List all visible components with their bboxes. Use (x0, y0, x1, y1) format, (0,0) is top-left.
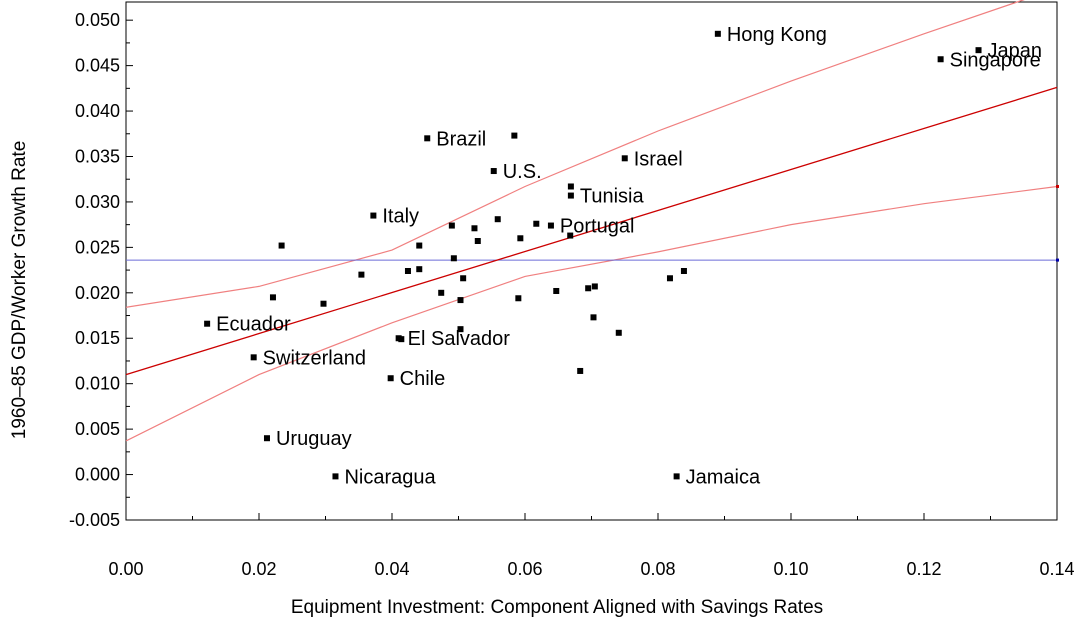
plot-frame (125, 1, 1058, 521)
data-point (547, 222, 554, 229)
data-point (387, 375, 394, 382)
ci-end-marker (1056, 184, 1059, 188)
data-point (591, 283, 598, 290)
x-tick-label: 0.10 (773, 559, 808, 579)
data-point (398, 336, 405, 343)
data-points (204, 30, 982, 480)
y-tick-label: 0.045 (75, 56, 120, 76)
data-point (533, 220, 540, 227)
y-tick-label: 0.030 (75, 192, 120, 212)
data-point (370, 212, 377, 219)
fit-line (125, 86, 1058, 376)
data-point (416, 242, 423, 249)
data-point (320, 300, 327, 307)
data-point (490, 168, 497, 175)
data-point (673, 473, 680, 480)
point-label: Israel (634, 148, 683, 170)
data-point (621, 155, 628, 162)
ci-lower-line (125, 185, 1058, 442)
data-point (517, 235, 524, 242)
point-label: Singapore (950, 49, 1041, 71)
data-point (511, 132, 518, 139)
point-label: Ecuador (216, 314, 291, 336)
data-point (615, 329, 622, 336)
point-label: Nicaragua (344, 466, 436, 488)
y-axis-title: 1960–85 GDP/Worker Growth Rate (9, 141, 30, 440)
point-label: Hong Kong (727, 24, 827, 46)
y-tick-label: 0.040 (75, 101, 120, 121)
x-tick-label: 0.06 (507, 559, 542, 579)
data-point (553, 287, 560, 294)
data-point (457, 326, 464, 333)
y-tick-label: 0.050 (75, 10, 120, 30)
point-label: Uruguay (276, 428, 352, 450)
data-point (204, 320, 211, 327)
x-axis-title: Equipment Investment: Component Aligned … (291, 597, 823, 618)
point-label: El Salvador (408, 328, 511, 350)
ci-upper-line (125, 0, 1025, 308)
y-tick-label: 0.035 (75, 146, 120, 166)
fit-line-group (125, 86, 1059, 376)
point-label: Switzerland (263, 347, 366, 369)
data-point (567, 192, 574, 199)
data-point (269, 294, 276, 301)
data-point (438, 289, 445, 296)
data-point (471, 225, 478, 232)
point-label: Chile (400, 368, 446, 390)
point-label: Brazil (436, 128, 486, 150)
x-tick-label: 0.02 (241, 559, 276, 579)
point-label: Japan (988, 40, 1043, 62)
data-point (567, 232, 574, 239)
confidence-bands (125, 0, 1058, 442)
y-tick-label: 0.005 (75, 419, 120, 439)
data-point (457, 297, 464, 304)
point-label: Italy (382, 206, 419, 228)
data-point (424, 135, 431, 142)
data-point (515, 295, 522, 302)
data-point (404, 267, 411, 274)
y-tick-label: 0.015 (75, 328, 120, 348)
data-point (448, 222, 455, 229)
data-point (416, 266, 423, 273)
y-tick-label: -0.005 (69, 510, 120, 530)
data-point (714, 30, 721, 37)
mean-line-group (126, 258, 1059, 262)
y-axis: -0.005 0.000 0.005 0.010 0.015 0.020 0.025 0.03… (69, 10, 133, 530)
data-point (577, 367, 584, 374)
point-label: Portugal (560, 216, 635, 238)
x-tick-label: 0.04 (374, 559, 409, 579)
y-tick-label: 0.025 (75, 237, 120, 257)
data-point (666, 275, 673, 282)
data-point (263, 435, 270, 442)
x-tick-label: 0.12 (906, 559, 941, 579)
x-tick-label: 0.14 (1039, 559, 1074, 579)
y-tick-label: 0.000 (75, 465, 120, 485)
data-point (585, 285, 592, 292)
x-tick-label: 0.08 (640, 559, 675, 579)
data-point (358, 271, 365, 278)
point-label: U.S. (503, 161, 542, 183)
data-point (494, 216, 501, 223)
point-label: Jamaica (686, 466, 761, 488)
mean-line-end-marker (1056, 258, 1059, 262)
y-tick-label: 0.010 (75, 374, 120, 394)
data-point (460, 275, 467, 282)
data-point (590, 314, 597, 321)
point-label: Tunisia (580, 186, 645, 208)
y-tick-label: 0.020 (75, 283, 120, 303)
data-point (332, 473, 339, 480)
data-point (680, 267, 687, 274)
data-point (937, 56, 944, 63)
x-tick-label: 0.00 (108, 559, 143, 579)
data-point (474, 238, 481, 245)
data-point (567, 183, 574, 190)
data-point (450, 255, 457, 262)
x-axis: 0.00 0.02 0.04 0.06 0.08 0.10 0.12 0.14 (108, 513, 1075, 579)
data-point (975, 47, 982, 54)
data-point (250, 354, 257, 361)
data-point (278, 242, 285, 249)
